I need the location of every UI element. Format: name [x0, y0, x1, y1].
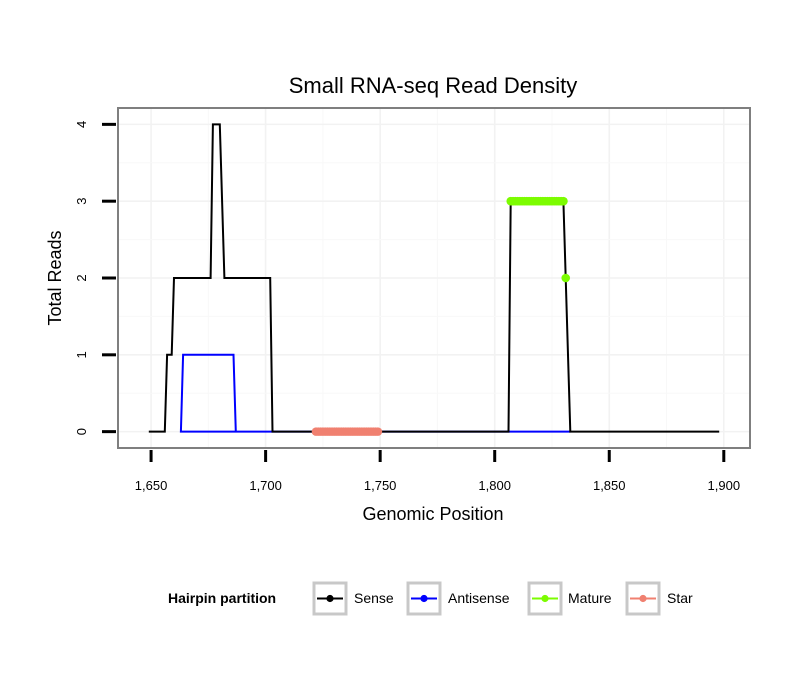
y-tick-label: 0 [74, 428, 89, 435]
y-axis-title: Total Reads [45, 230, 65, 325]
legend-title: Hairpin partition [168, 590, 276, 606]
chart-title: Small RNA-seq Read Density [289, 73, 578, 98]
x-tick-label: 1,800 [478, 478, 511, 493]
x-tick-label: 1,700 [249, 478, 282, 493]
star-point [373, 427, 383, 436]
x-tick-label: 1,900 [708, 478, 741, 493]
star-legend-label: Star [667, 590, 693, 606]
x-tick-label: 1,850 [593, 478, 626, 493]
x-axis-title: Genomic Position [362, 504, 503, 524]
antisense-legend-label: Antisense [448, 590, 510, 606]
sense-legend-label: Sense [354, 590, 394, 606]
y-tick-label: 3 [74, 198, 89, 205]
star-legend-dot [639, 594, 647, 603]
sense-legend-dot [326, 594, 334, 603]
x-tick-label: 1,650 [135, 478, 168, 493]
y-tick-label: 2 [74, 274, 89, 281]
y-tick-label: 4 [74, 121, 89, 128]
mature-point [561, 273, 571, 283]
mature-legend-label: Mature [568, 590, 612, 606]
mature-legend-dot [541, 594, 549, 603]
x-tick-label: 1,750 [364, 478, 397, 493]
legend: Hairpin partition Sense Antisense Mature St… [168, 581, 693, 616]
mature-point [559, 196, 568, 206]
y-tick-label: 1 [74, 351, 89, 358]
antisense-legend-dot [420, 594, 428, 603]
